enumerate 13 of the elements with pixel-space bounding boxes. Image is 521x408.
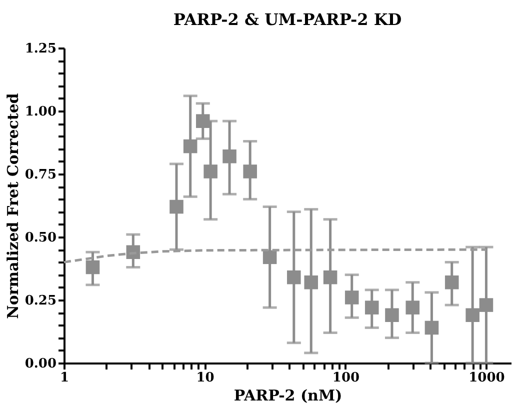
y-tick-label: 0.00 [24,356,56,372]
x-tick-label: 100 [332,370,360,386]
x-tick-label: 1 [60,370,70,386]
x-tick-label: 10 [196,370,214,386]
y-tick-label: 1.25 [24,42,56,56]
chart-title: PARP-2 & UM-PARP-2 KD [173,10,402,29]
y-tick-label: 0.75 [24,168,56,182]
y-axis-title: Normalized Fret Corrected [4,92,22,319]
y-tick-label: 0.50 [24,230,56,246]
x-axis-title: PARP-2 (nM) [234,386,342,404]
y-tick-label: 1.00 [24,104,56,120]
x-tick-label: 1000 [468,370,505,386]
y-tick-label: 0.25 [24,294,56,308]
